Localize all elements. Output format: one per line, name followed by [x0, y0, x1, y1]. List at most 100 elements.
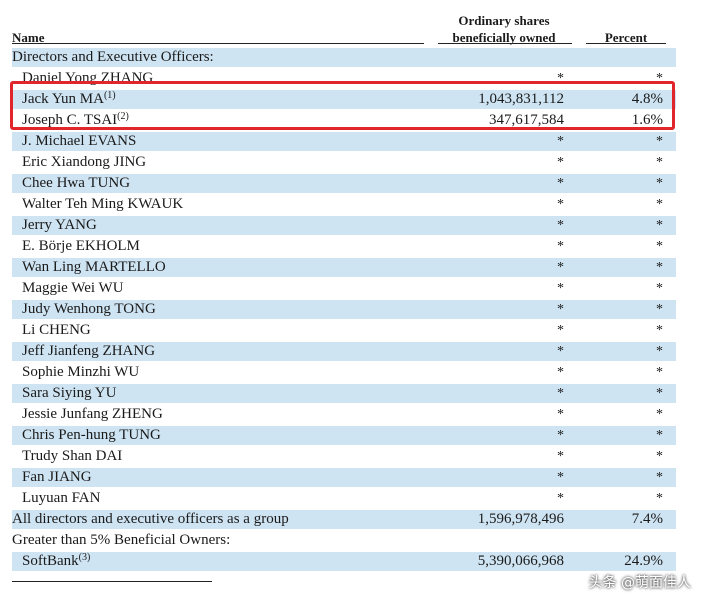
table-row: Maggie Wei WU * *: [0, 278, 705, 299]
row-shares: 1,043,831,112: [478, 91, 564, 107]
table-row: Jeff Jianfeng ZHANG * *: [0, 341, 705, 362]
row-name: Trudy Shan DAI: [22, 446, 122, 467]
row-name-text: Chris Pen-hung TUNG: [22, 427, 161, 443]
row-band: [12, 132, 676, 151]
row-shares: *: [557, 386, 564, 401]
row-band: [12, 426, 676, 445]
footnote-marker: (2): [117, 111, 129, 122]
row-percent: *: [656, 470, 663, 485]
table-row: Jessie Junfang ZHENG * *: [0, 404, 705, 425]
row-name: Greater than 5% Beneficial Owners:: [12, 530, 230, 551]
row-band: [12, 468, 676, 487]
row-name: Jeff Jianfeng ZHANG: [22, 341, 155, 362]
row-name: Joseph C. TSAI(2): [22, 110, 129, 131]
header-shares: Ordinary shares beneficially owned: [436, 12, 572, 46]
row-name-text: Sophie Minzhi WU: [22, 364, 140, 380]
row-percent: *: [656, 491, 663, 506]
row-shares: *: [557, 239, 564, 254]
row-name-text: Fan JIANG: [22, 469, 92, 485]
table-row: Judy Wenhong TONG * *: [0, 299, 705, 320]
row-shares: *: [557, 428, 564, 443]
table-row: Joseph C. TSAI(2) 347,617,584 1.6%: [0, 110, 705, 131]
row-band: [12, 90, 676, 109]
row-name-text: Maggie Wei WU: [22, 280, 124, 296]
table-row: Wan Ling MARTELLO * *: [0, 257, 705, 278]
row-name-text: Li CHENG: [22, 322, 91, 338]
table-row: Eric Xiandong JING * *: [0, 152, 705, 173]
row-name-text: Jerry YANG: [22, 217, 97, 233]
row-percent: *: [656, 176, 663, 191]
row-name: E. Börje EKHOLM: [22, 236, 140, 257]
row-percent: *: [656, 134, 663, 149]
row-band: [12, 510, 676, 529]
row-percent: *: [656, 155, 663, 170]
ownership-table: Directors and Executive Officers: Daniel …: [0, 47, 705, 572]
row-band: [12, 48, 676, 67]
row-percent: *: [656, 239, 663, 254]
row-percent: 7.4%: [631, 511, 663, 527]
table-row: All directors and executive officers as …: [0, 509, 705, 530]
header-percent-rule: [586, 43, 666, 44]
row-name-text: Directors and Executive Officers:: [12, 49, 214, 65]
row-name: Jessie Junfang ZHENG: [22, 404, 163, 425]
table-row: Sophie Minzhi WU * *: [0, 362, 705, 383]
row-percent: *: [656, 386, 663, 401]
row-name-text: Jack Yun MA: [22, 91, 104, 107]
row-name: Fan JIANG: [22, 467, 92, 488]
row-name-text: All directors and executive officers as …: [12, 511, 289, 527]
row-band: [12, 258, 676, 277]
row-percent: *: [656, 428, 663, 443]
row-shares: 5,390,066,968: [477, 553, 564, 569]
row-name-text: Eric Xiandong JING: [22, 154, 147, 170]
row-band: [12, 321, 676, 340]
row-name: Jack Yun MA(1): [22, 89, 116, 110]
row-band: [12, 216, 676, 235]
row-shares: *: [557, 281, 564, 296]
row-percent: *: [656, 218, 663, 233]
row-shares: *: [557, 470, 564, 485]
row-name: Maggie Wei WU: [22, 278, 124, 299]
row-percent: *: [656, 407, 663, 422]
table-row: Li CHENG * *: [0, 320, 705, 341]
row-percent: *: [656, 302, 663, 317]
footnote-marker: (3): [78, 552, 91, 563]
row-percent: *: [656, 71, 663, 86]
row-shares: *: [557, 302, 564, 317]
table-row: E. Börje EKHOLM * *: [0, 236, 705, 257]
row-name: J. Michael EVANS: [22, 131, 136, 152]
row-shares: *: [557, 491, 564, 506]
row-name-text: Walter Teh Ming KWAUK: [22, 196, 184, 212]
row-name: SoftBank(3): [22, 551, 90, 572]
table-row: Luyuan FAN * *: [0, 488, 705, 509]
row-percent: *: [656, 197, 663, 212]
table-row: Jack Yun MA(1) 1,043,831,112 4.8%: [0, 89, 705, 110]
table-row: Sara Siying YU * *: [0, 383, 705, 404]
header-name-rule: [12, 43, 424, 44]
row-name-text: E. Börje EKHOLM: [22, 238, 140, 254]
highlight-box: [10, 81, 675, 130]
table-row: Walter Teh Ming KWAUK * *: [0, 194, 705, 215]
row-band: [12, 300, 676, 319]
header-shares-line2: beneficially owned: [452, 30, 556, 45]
table-row: Trudy Shan DAI * *: [0, 446, 705, 467]
row-name-text: Jeff Jianfeng ZHANG: [22, 343, 156, 359]
row-band: [12, 174, 676, 193]
table-row: SoftBank(3) 5,390,066,968 24.9%: [0, 551, 705, 572]
row-shares: *: [557, 449, 564, 464]
row-name: Chris Pen-hung TUNG: [22, 425, 161, 446]
table-row: Directors and Executive Officers:: [0, 47, 705, 68]
row-name: Chee Hwa TUNG: [22, 173, 130, 194]
row-name: All directors and executive officers as …: [12, 509, 289, 530]
row-name: Wan Ling MARTELLO: [22, 257, 166, 278]
row-name-text: Chee Hwa TUNG: [22, 175, 131, 191]
header-name: Name: [12, 30, 45, 45]
row-percent: *: [656, 365, 663, 380]
table-row: Jerry YANG * *: [0, 215, 705, 236]
row-name-text: Judy Wenhong TONG: [22, 301, 156, 317]
row-shares: 1,596,978,496: [477, 511, 564, 527]
row-shares: *: [557, 365, 564, 380]
row-shares: *: [557, 176, 564, 191]
row-name: Directors and Executive Officers:: [12, 47, 214, 68]
row-name: Judy Wenhong TONG: [22, 299, 156, 320]
row-percent: *: [656, 281, 663, 296]
